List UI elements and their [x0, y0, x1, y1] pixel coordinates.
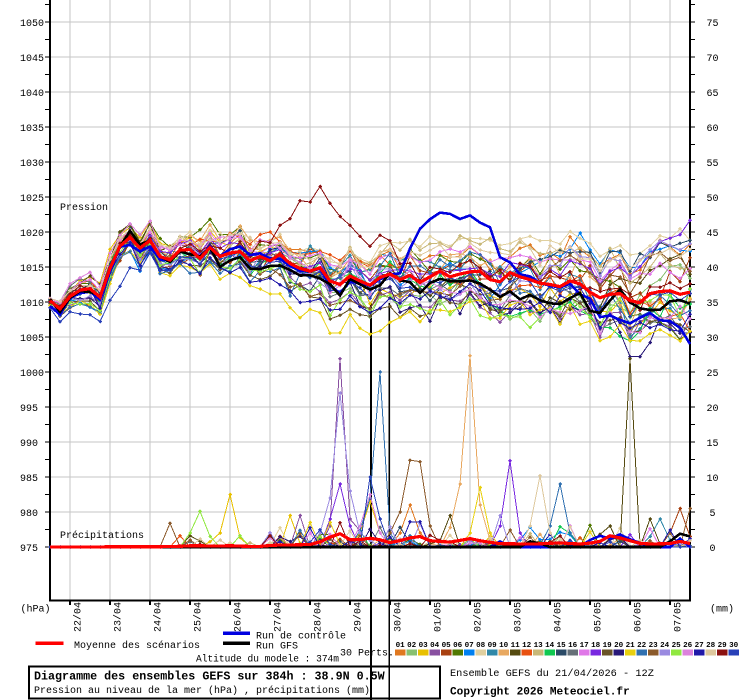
svg-text:Copyright 2026 Meteociel.fr: Copyright 2026 Meteociel.fr: [450, 687, 630, 699]
svg-text:50: 50: [706, 194, 718, 205]
svg-text:08: 08: [476, 642, 486, 650]
svg-text:35: 35: [706, 299, 718, 310]
svg-text:70: 70: [706, 54, 718, 65]
svg-text:40: 40: [706, 264, 718, 275]
svg-text:24: 24: [660, 642, 670, 650]
svg-text:Diagramme des ensembles GEFS s: Diagramme des ensembles GEFS sur 384h : …: [34, 670, 386, 684]
svg-text:980: 980: [20, 509, 38, 520]
svg-text:1010: 1010: [20, 299, 44, 310]
svg-text:06: 06: [453, 642, 463, 650]
svg-text:(hPa): (hPa): [21, 604, 51, 616]
svg-text:29: 29: [718, 642, 728, 650]
svg-text:0: 0: [709, 544, 715, 555]
svg-text:03: 03: [419, 642, 429, 650]
svg-text:Pression: Pression: [60, 202, 108, 214]
svg-text:65: 65: [706, 89, 718, 100]
svg-text:1005: 1005: [20, 334, 44, 345]
svg-text:25/04: 25/04: [193, 602, 205, 632]
svg-text:04: 04: [430, 642, 440, 650]
svg-text:10: 10: [499, 642, 509, 650]
svg-text:1025: 1025: [20, 194, 44, 205]
svg-text:Ensemble GEFS du 21/04/2026 -: Ensemble GEFS du 21/04/2026 - 12Z: [450, 668, 654, 680]
svg-text:75: 75: [706, 19, 718, 30]
svg-text:Run GFS: Run GFS: [256, 642, 298, 653]
svg-text:16: 16: [568, 642, 578, 650]
svg-text:04/05: 04/05: [553, 602, 565, 632]
svg-text:01: 01: [396, 642, 406, 650]
svg-text:12: 12: [522, 642, 532, 650]
svg-text:1030: 1030: [20, 159, 44, 170]
svg-text:25: 25: [672, 642, 682, 650]
svg-text:21: 21: [626, 642, 636, 650]
svg-text:60: 60: [706, 124, 718, 135]
svg-text:1000: 1000: [20, 369, 44, 380]
svg-text:23/04: 23/04: [113, 602, 125, 632]
svg-text:10: 10: [706, 474, 718, 485]
svg-text:01/05: 01/05: [433, 602, 445, 632]
svg-text:13: 13: [534, 642, 544, 650]
svg-text:02: 02: [407, 642, 417, 650]
svg-text:Moyenne des scénarios: Moyenne des scénarios: [74, 640, 200, 652]
svg-text:20: 20: [706, 404, 718, 415]
svg-text:22/04: 22/04: [73, 602, 85, 632]
svg-text:975: 975: [20, 544, 38, 555]
svg-text:29/04: 29/04: [353, 602, 365, 632]
svg-text:02/05: 02/05: [473, 602, 485, 632]
svg-text:19: 19: [603, 642, 613, 650]
svg-text:Run de contrôle: Run de contrôle: [256, 631, 346, 643]
svg-text:26: 26: [683, 642, 693, 650]
svg-text:1050: 1050: [20, 19, 44, 30]
svg-text:24/04: 24/04: [153, 602, 165, 632]
svg-text:14: 14: [545, 642, 555, 650]
svg-text:5: 5: [709, 509, 715, 520]
svg-text:30: 30: [706, 334, 718, 345]
svg-text:15: 15: [557, 642, 567, 650]
svg-text:1045: 1045: [20, 54, 44, 65]
svg-text:06/05: 06/05: [633, 602, 645, 632]
svg-text:11: 11: [511, 642, 521, 650]
svg-text:20: 20: [614, 642, 624, 650]
svg-text:05/05: 05/05: [593, 602, 605, 632]
svg-text:03/05: 03/05: [513, 602, 525, 632]
svg-text:45: 45: [706, 229, 718, 240]
svg-text:05: 05: [442, 642, 452, 650]
svg-text:22: 22: [637, 642, 647, 650]
svg-text:30/04: 30/04: [393, 602, 405, 632]
svg-text:07: 07: [465, 642, 475, 650]
svg-text:07/05: 07/05: [673, 602, 685, 632]
svg-text:985: 985: [20, 474, 38, 485]
svg-text:(mm): (mm): [710, 604, 734, 616]
svg-text:Précipitations: Précipitations: [60, 530, 144, 542]
svg-text:25: 25: [706, 369, 718, 380]
svg-text:995: 995: [20, 404, 38, 415]
svg-text:1015: 1015: [20, 264, 44, 275]
svg-text:1020: 1020: [20, 229, 44, 240]
svg-text:18: 18: [591, 642, 601, 650]
svg-text:1040: 1040: [20, 89, 44, 100]
svg-text:26/04: 26/04: [233, 602, 245, 632]
svg-text:1035: 1035: [20, 124, 44, 135]
svg-text:09: 09: [488, 642, 498, 650]
svg-text:55: 55: [706, 159, 718, 170]
svg-text:990: 990: [20, 439, 38, 450]
svg-text:30: 30: [729, 642, 739, 650]
svg-text:27: 27: [695, 642, 705, 650]
svg-text:28/04: 28/04: [313, 602, 325, 632]
svg-text:15: 15: [706, 439, 718, 450]
svg-text:23: 23: [649, 642, 659, 650]
svg-text:30 Perts.: 30 Perts.: [340, 649, 394, 660]
svg-text:17: 17: [580, 642, 590, 650]
svg-text:27/04: 27/04: [273, 602, 285, 632]
svg-text:Pression au niveau de la mer (: Pression au niveau de la mer (hPa) , pré…: [34, 685, 370, 697]
svg-text:Altitude du modele : 374m: Altitude du modele : 374m: [196, 654, 339, 666]
svg-text:28: 28: [706, 642, 716, 650]
